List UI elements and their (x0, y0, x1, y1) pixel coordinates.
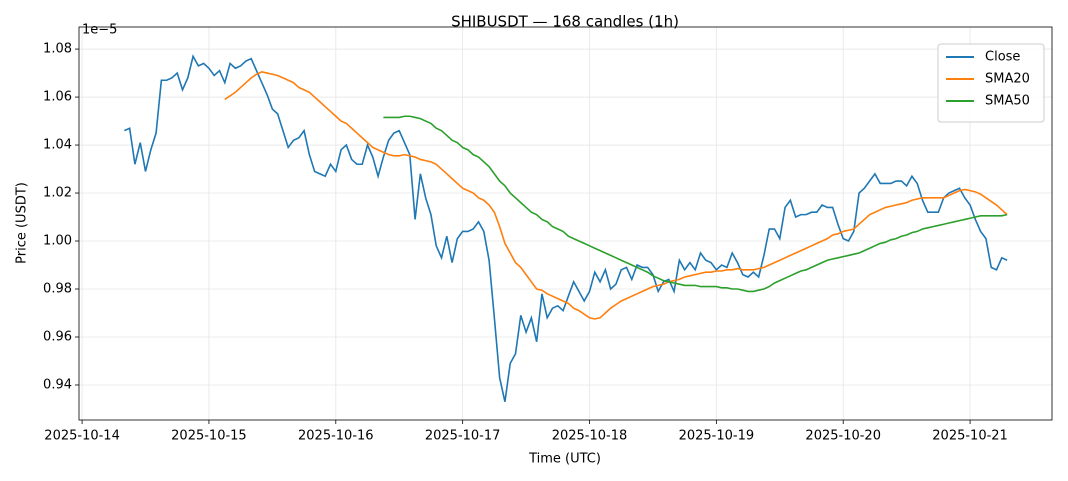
x-tick-label: 2025-10-16 (298, 429, 374, 444)
x-tick-label: 2025-10-15 (171, 429, 247, 444)
plot-frame (78, 26, 1053, 421)
legend-box (937, 43, 1045, 123)
legend-label: Close (985, 50, 1020, 65)
chart-title: SHIBUSDT — 168 candles (1h) (451, 13, 679, 31)
y-tick-label: 0.96 (43, 329, 72, 344)
x-tick-label: 2025-10-14 (44, 429, 120, 444)
y-tick-label: 1.00 (43, 234, 72, 249)
y-tick-label: 1.08 (43, 42, 72, 57)
x-axis-label: Time (UTC) (528, 452, 601, 467)
y-tick-label: 1.06 (43, 90, 72, 105)
series-line (224, 71, 1008, 320)
series-line (383, 115, 1008, 293)
y-tick-label: 1.04 (43, 138, 72, 153)
y-tick-label: 0.94 (43, 377, 72, 392)
y-tick-label: 0.98 (43, 282, 72, 297)
x-tick-label: 2025-10-18 (552, 429, 628, 444)
legend-label: SMA50 (985, 94, 1030, 109)
legend: Close SMA20 SMA50 (937, 43, 1045, 123)
x-tick-label: 2025-10-17 (425, 429, 501, 444)
y-offset-label: 1e−5 (82, 23, 117, 38)
y-axis-label: Price (USDT) (15, 182, 30, 264)
x-tick-label: 2025-10-20 (805, 429, 881, 444)
x-tick-label: 2025-10-19 (679, 429, 755, 444)
y-tick-label: 1.02 (43, 186, 72, 201)
series-line (124, 54, 1008, 402)
x-tick-label: 2025-10-21 (932, 429, 1008, 444)
legend-label: SMA20 (985, 72, 1030, 87)
